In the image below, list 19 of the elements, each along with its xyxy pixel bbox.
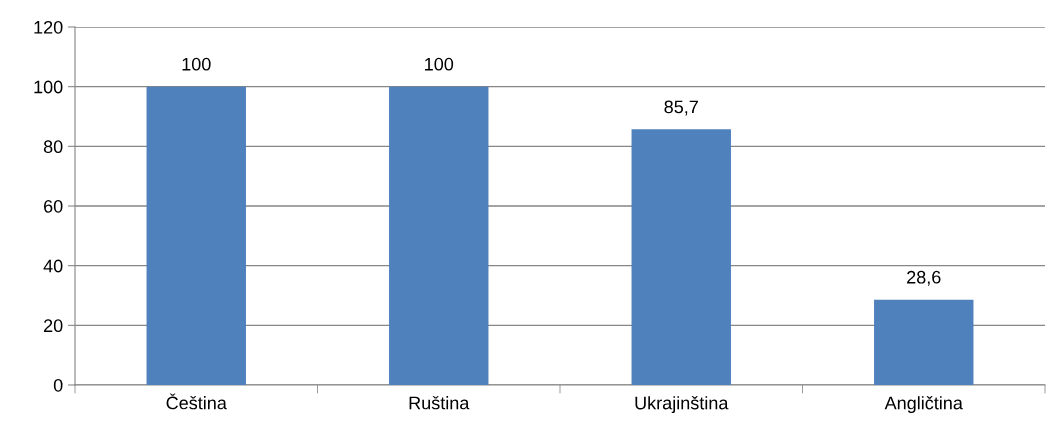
y-tick-label: 100 bbox=[34, 80, 63, 94]
x-tick-label: Angličtina bbox=[884, 396, 963, 413]
y-tick-label: 20 bbox=[44, 319, 63, 333]
bar bbox=[389, 86, 489, 385]
y-tick-label: 60 bbox=[44, 199, 63, 213]
y-tick-label: 80 bbox=[43, 140, 63, 154]
data-label: 85,7 bbox=[664, 100, 698, 116]
data-label: 100 bbox=[182, 57, 211, 71]
data-label: 28,6 bbox=[907, 270, 941, 286]
bar bbox=[874, 299, 974, 385]
data-label: 100 bbox=[425, 57, 454, 71]
bar bbox=[631, 129, 731, 385]
x-tick-label: Čeština bbox=[166, 393, 227, 410]
y-tick-label: 0 bbox=[53, 378, 63, 392]
y-tick-label: 120 bbox=[34, 20, 63, 34]
x-tick-label: Ukrajinština bbox=[635, 396, 729, 413]
bar bbox=[146, 86, 246, 385]
x-tick-label: Ruština bbox=[409, 396, 470, 410]
y-tick-label: 40 bbox=[43, 259, 63, 273]
